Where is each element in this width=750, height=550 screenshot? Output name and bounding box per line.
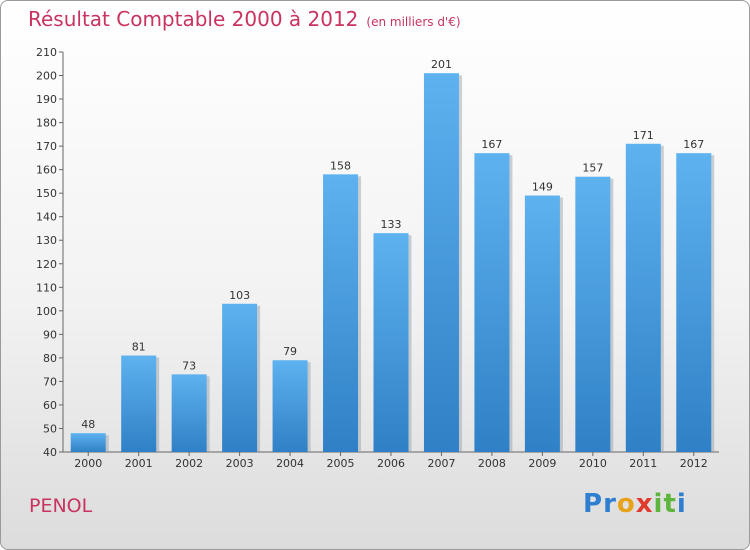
x-tick-label-2005: 2005 <box>327 457 355 470</box>
logo-letter: x <box>635 489 654 519</box>
bar-2009 <box>524 195 560 452</box>
logo-letter: i <box>653 489 664 519</box>
y-tick-label: 90 <box>43 328 57 341</box>
value-label-2009: 149 <box>532 181 553 194</box>
value-label-2011: 171 <box>633 129 654 142</box>
proxiti-logo: Proxiti <box>583 489 687 519</box>
bar-2003 <box>222 303 258 452</box>
y-tick-label: 190 <box>36 93 57 106</box>
logo-letter: o <box>616 489 636 519</box>
y-tick-label: 150 <box>36 187 57 200</box>
logo-letter: i <box>676 489 687 519</box>
y-tick-label: 110 <box>36 281 57 294</box>
y-tick-label: 60 <box>43 399 57 412</box>
y-tick-label: 50 <box>43 422 57 435</box>
bar-2007 <box>423 73 459 453</box>
bar-2000 <box>70 433 106 452</box>
logo-letter: t <box>663 489 677 519</box>
y-tick-label: 200 <box>36 70 57 83</box>
bar-2005 <box>323 174 359 452</box>
x-tick-label-2008: 2008 <box>478 457 506 470</box>
y-tick-label: 100 <box>36 305 57 318</box>
y-tick-label: 210 <box>36 46 57 59</box>
bar-2012 <box>676 153 712 453</box>
value-label-2002: 73 <box>182 359 196 372</box>
y-tick-label: 120 <box>36 258 57 271</box>
x-tick-label-2003: 2003 <box>226 457 254 470</box>
x-tick-label-2010: 2010 <box>579 457 607 470</box>
chart-title: Résultat Comptable 2000 à 2012 (en millie… <box>28 7 461 31</box>
bar-2004 <box>272 360 308 452</box>
chart-title-text: Résultat Comptable 2000 à 2012 <box>28 7 359 31</box>
chart-subtitle: (en milliers d'€) <box>366 15 461 29</box>
logo-letter: r <box>603 489 617 519</box>
y-tick-label: 140 <box>36 211 57 224</box>
value-label-2007: 201 <box>431 58 452 71</box>
y-tick-label: 130 <box>36 234 57 247</box>
y-tick-label: 170 <box>36 140 57 153</box>
commune-name: PENOL <box>29 495 93 517</box>
x-tick-label-2009: 2009 <box>528 457 556 470</box>
value-label-2003: 103 <box>229 289 250 302</box>
bar-2001 <box>121 355 157 452</box>
bar-2010 <box>575 176 611 453</box>
x-tick-label-2007: 2007 <box>427 457 455 470</box>
x-tick-label-2000: 2000 <box>74 457 102 470</box>
x-tick-label-2012: 2012 <box>680 457 708 470</box>
bar-2002 <box>171 374 207 452</box>
value-label-2000: 48 <box>81 418 95 431</box>
x-tick-label-2002: 2002 <box>175 457 203 470</box>
x-tick-label-2006: 2006 <box>377 457 405 470</box>
bar-2006 <box>373 233 409 452</box>
x-tick-label-2004: 2004 <box>276 457 304 470</box>
value-label-2012: 167 <box>683 138 704 151</box>
value-label-2008: 167 <box>481 138 502 151</box>
value-label-2004: 79 <box>283 345 297 358</box>
y-tick-label: 160 <box>36 164 57 177</box>
bar-2008 <box>474 153 510 453</box>
y-tick-label: 80 <box>43 352 57 365</box>
value-label-2005: 158 <box>330 159 351 172</box>
value-label-2001: 81 <box>132 341 146 354</box>
value-label-2010: 157 <box>582 162 603 175</box>
x-tick-label-2011: 2011 <box>629 457 657 470</box>
logo-letter: P <box>583 489 604 519</box>
x-tick-label-2001: 2001 <box>125 457 153 470</box>
y-tick-label: 70 <box>43 375 57 388</box>
value-label-2006: 133 <box>381 218 402 231</box>
y-tick-label: 40 <box>43 446 57 459</box>
bar-2011 <box>625 143 661 452</box>
y-tick-label: 180 <box>36 117 57 130</box>
